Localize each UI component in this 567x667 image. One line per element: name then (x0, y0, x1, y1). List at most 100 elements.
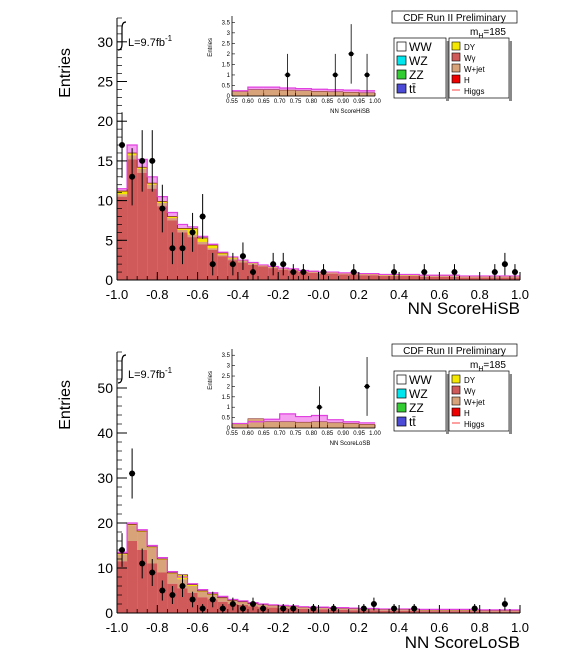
bar-wjet (167, 573, 178, 584)
legend-label: WW (409, 40, 432, 54)
bar-wjet (409, 275, 420, 277)
bar-wjet (157, 559, 168, 573)
bar-wjet (237, 602, 248, 605)
bar-wjet (509, 610, 520, 612)
y-tick-label: 20 (97, 113, 113, 129)
y-tick-label: 50 (97, 380, 113, 396)
bar-ww (298, 608, 309, 613)
panel-1: -1.0 -0.8 -0.6 -0.4 -0.2 -0.0 0.2 0.4 0.6 0.8 1.00… (57, 10, 529, 318)
bar-ww (439, 276, 450, 280)
bar-ww (127, 541, 138, 613)
y-tick-label: 5 (105, 232, 113, 248)
bar-dy (217, 253, 228, 255)
legend-label: W+jet (464, 65, 485, 74)
x-tick-label: 1.0 (511, 620, 529, 635)
inset-x-tick-label: 0.85 (321, 99, 333, 105)
bar-wjet (308, 272, 319, 273)
legend-label: Wγ (464, 54, 476, 63)
header-label: CDF Run II Preliminary (403, 13, 506, 24)
x-tick-label: -1.0 (106, 620, 128, 635)
data-point (391, 605, 398, 612)
inset-x-tick-label: 0.95 (353, 431, 365, 437)
bar-wjet (127, 525, 138, 541)
luminosity-label: L=9.7fb-1 (128, 34, 173, 49)
inset-bkg-bin (342, 423, 360, 429)
data-point (209, 596, 216, 603)
bar-ww (439, 611, 450, 613)
x-tick-label: -0.6 (186, 620, 208, 635)
bar-wjet (479, 610, 490, 612)
data-point (270, 261, 277, 268)
bar-wjet (479, 276, 490, 278)
bar-ww (399, 610, 410, 613)
data-point (260, 605, 267, 612)
inset-higgs-line (232, 86, 375, 92)
data-point (360, 605, 367, 612)
bar-ww (449, 611, 460, 613)
bar-ww (358, 275, 369, 280)
x-tick-label: -0.0 (307, 620, 329, 635)
legend-swatch (451, 52, 461, 62)
legend-label: tt̄ (409, 82, 416, 96)
inset-y-tick-label: 0 (227, 94, 231, 100)
header-box (391, 343, 518, 357)
bar-wjet (429, 276, 440, 277)
bar-dy (117, 191, 128, 195)
data-point (370, 601, 377, 607)
x-tick-label: -0.4 (227, 287, 249, 302)
data-point (159, 205, 166, 212)
header-box (391, 10, 518, 24)
inset-x-tick-label: 0.85 (321, 431, 333, 437)
legend-swatch (396, 388, 407, 399)
inset-bkg-bin (231, 91, 249, 97)
bar-ww (157, 206, 168, 280)
panel-2: -1.0 -0.8 -0.6 -0.4 -0.2 -0.0 0.2 0.4 0.6 0.8 1.00… (57, 343, 529, 652)
inset-y-tick-label: 1.5 (222, 62, 231, 68)
legend-label: DY (464, 376, 476, 385)
bar-wjet (499, 610, 510, 612)
x-axis-title: NN ScoreLoSB (405, 633, 520, 652)
y-tick-label: 10 (97, 193, 113, 209)
data-point (300, 269, 307, 276)
bar-dy (197, 590, 208, 592)
inset-bkg-bin (295, 90, 312, 97)
legend-label: H (464, 409, 470, 418)
legend-label: WZ (409, 387, 428, 401)
bar-ww (137, 550, 148, 613)
inset-y-tick-label: 0.5 (222, 83, 231, 89)
data-point (139, 560, 146, 567)
bar-ww (368, 275, 379, 280)
bar-wjet (459, 610, 470, 612)
bar-wjet (469, 276, 480, 278)
y-tick-label: 10 (97, 560, 113, 576)
inset-x-tick-label: 0.55 (226, 99, 238, 105)
bar-ww (187, 237, 198, 280)
bar-ww (399, 276, 410, 280)
bar-ww (308, 272, 319, 280)
x-tick-label: 0.4 (390, 620, 408, 635)
legend-label: Higgs (464, 420, 484, 429)
bar-dy (127, 524, 138, 526)
legend-label: W+jet (464, 398, 485, 407)
x-tick-label: 0.2 (350, 620, 368, 635)
data-point (119, 547, 126, 553)
inset-x-tick-label: 0.70 (274, 99, 286, 105)
data-point (209, 261, 216, 268)
inset-y-tick-label: 3.5 (222, 20, 231, 26)
legend-label: Higgs (464, 87, 484, 96)
inset-x-title: NN ScoreLoSB (330, 441, 371, 447)
x-tick-label: 0.6 (430, 620, 448, 635)
data-point (149, 157, 156, 164)
bar-wjet (429, 610, 440, 612)
bar-ww (479, 611, 490, 613)
bar-wjet (439, 276, 450, 277)
bar-ww (237, 262, 248, 280)
data-point (451, 269, 458, 276)
inset-x-tick-label: 0.90 (337, 431, 349, 437)
x-tick-label: -1.0 (106, 287, 128, 302)
bar-ww (509, 611, 520, 613)
data-point (129, 470, 136, 477)
bar-dy (147, 546, 158, 548)
y-axis-title: Entries (57, 48, 74, 98)
y-tick-label: 40 (97, 425, 113, 441)
